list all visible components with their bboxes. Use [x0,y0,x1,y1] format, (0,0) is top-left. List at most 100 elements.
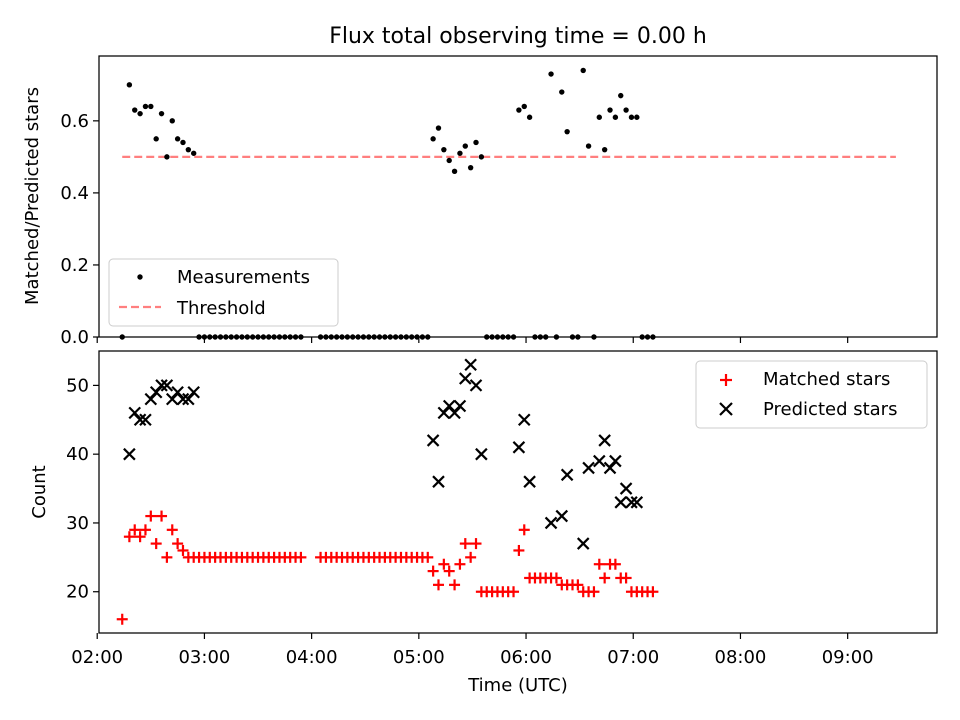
matched-stars-point [647,586,659,598]
matched-stars-point [620,572,632,584]
measurement-point [564,128,570,135]
top-legend: Measurements Threshold [108,258,339,327]
measurement-point [521,103,527,110]
predicted-stars-point [523,475,536,488]
measurement-point [473,139,479,146]
measurement-point [441,146,447,153]
measurement-point [132,107,138,113]
matched-stars-point [172,538,184,550]
matched-stars-point [599,572,611,584]
bottom-x-tick-label: 04:00 [286,647,338,668]
predicted-stars-point [593,454,606,468]
top-y-tick-label: 0.2 [60,255,89,276]
predicted-stars-point [453,399,467,413]
top-y-tick-label: 0.0 [60,327,89,348]
measurement-point [526,114,533,120]
matched-stars-point [609,558,621,570]
predicted-stars-point [155,379,168,392]
measurement-point [435,125,442,131]
measurement-point [164,154,170,160]
matched-stars-point [550,572,562,584]
top-y-tick-label: 0.6 [60,111,89,132]
matched-stars-point [443,565,455,577]
predicted-stars-point [625,496,638,509]
measurement-point [185,146,192,153]
bottom-legend-box [695,360,928,429]
matched-stars-point [513,544,525,556]
measurement-point [607,107,613,113]
matched-stars-point [177,544,189,556]
matched-stars-point [116,613,128,625]
predicted-stars-point [475,447,488,461]
measurement-point [174,136,181,142]
matched-stars-point [139,524,151,536]
measurement-point [457,150,463,156]
matched-stars-point [518,524,530,536]
matched-stars-point [161,551,173,563]
matched-stars-point [470,538,482,550]
matched-stars-point [432,579,444,591]
legend-matched-label: Matched stars [763,369,890,390]
predicted-stars-point [123,447,136,461]
predicted-stars-point [512,441,526,454]
measurement-point [628,114,635,120]
measurement-point [612,114,619,120]
top-panel: Flux total observing time = 0.00 h Match… [22,24,938,348]
bottom-y-tick-label: 50 [66,375,89,396]
bottom-y-tick-label: 20 [66,582,89,603]
matched-stars-point [459,538,471,550]
bottom-data-layer [116,358,659,625]
measurement-point [180,139,186,146]
measurement-point [478,154,485,160]
top-legend-box [108,258,339,327]
bottom-plot-frame [98,350,938,634]
measurement-point [623,107,629,113]
matched-stars-point [166,524,178,536]
matched-stars-point [150,538,162,550]
predicted-stars-point [598,434,611,447]
predicted-stars-point [426,434,440,447]
measurement-point [634,114,640,120]
bottom-x-tick-label: 09:00 [822,647,874,668]
matched-stars-point [572,579,584,591]
matched-stars-point [295,551,307,563]
legend-measurements-label: Measurements [177,267,310,288]
matched-stars-point [156,510,168,522]
bottom-panel: Count Time (UTC) 20 30 40 50 02:00 03:00 04:00… [29,350,938,696]
bottom-x-tick-label: 07:00 [607,647,659,668]
predicted-stars-point [464,358,477,372]
measurement-point [548,71,554,77]
legend-measurements-marker [137,274,143,280]
matched-stars-point [145,510,157,522]
legend-predicted-label: Predicted stars [763,399,897,420]
predicted-stars-point [630,496,644,509]
measurement-point [158,110,165,117]
predicted-stars-point [469,379,483,392]
matched-stars-point [427,565,439,577]
measurement-point [585,143,592,149]
matched-stars-point [422,551,434,563]
top-chart-title: Flux total observing time = 0.00 h [329,24,707,49]
measurement-point [137,110,143,117]
bottom-y-tick-label: 40 [66,444,89,465]
measurement-point [148,103,154,110]
top-axes: 0.0 0.2 0.4 0.6 [60,111,849,348]
top-y-tick-label: 0.4 [60,183,89,204]
predicted-stars-point [614,496,628,509]
predicted-stars-point [619,482,633,495]
measurement-point [126,82,133,88]
bottom-y-tick-label: 30 [66,513,89,534]
predicted-stars-point [609,454,622,468]
matched-stars-point [129,524,141,536]
measurement-point [142,103,149,110]
matched-stars-point [123,531,135,543]
matched-stars-point [588,586,600,598]
bottom-x-tick-label: 05:00 [393,647,445,668]
legend-predicted-marker [719,402,733,416]
measurement-point [153,136,159,142]
measurement-point [467,164,474,171]
matched-stars-point [449,579,461,591]
predicted-stars-point [432,475,445,488]
matched-stars-point [465,551,477,563]
measurement-point [601,146,608,153]
